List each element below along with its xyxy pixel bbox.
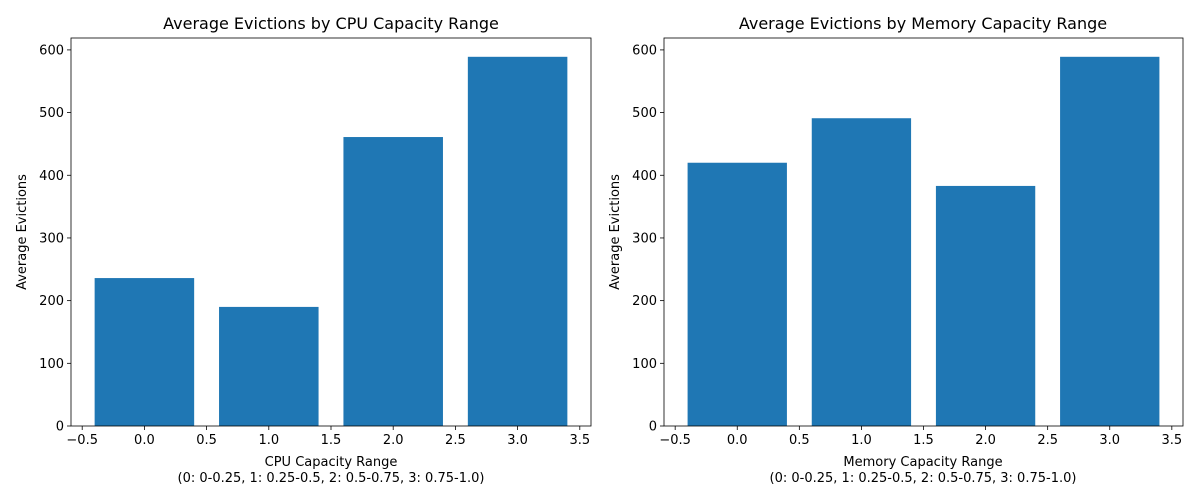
x-tick-label: 3.0 (507, 433, 528, 448)
chart-title: Average Evictions by CPU Capacity Range (163, 14, 499, 33)
x-tick-label: −0.5 (66, 433, 98, 448)
x-tick-label: 1.5 (321, 433, 342, 448)
y-tick-label: 600 (39, 43, 64, 58)
x-tick-label: 0.5 (196, 433, 217, 448)
bar-group (687, 56, 1160, 426)
axes: −0.5 0.0 0.5 1.0 1.5 2.0 2.5 3.0 3.5 0 100 200 300 40… (632, 37, 1184, 448)
bar (94, 278, 195, 426)
y-tick-label: 300 (632, 231, 657, 246)
x-axis-label: CPU Capacity Range (265, 455, 398, 470)
bar (1060, 56, 1160, 426)
y-tick-label: 500 (39, 106, 64, 121)
x-tick-label: 3.5 (1161, 433, 1182, 448)
chart-title: Average Evictions by Memory Capacity Ran… (739, 14, 1107, 33)
y-tick-label: 100 (632, 357, 657, 372)
y-tick-label: 0 (56, 420, 64, 435)
bar (219, 306, 319, 426)
x-tick-label: 2.5 (1037, 433, 1058, 448)
cpu-chart-panel: Average Evictions by CPU Capacity Range … (15, 14, 592, 486)
memory-chart-panel: Average Evictions by Memory Capacity Ran… (608, 14, 1184, 486)
bar (467, 56, 568, 426)
bar (343, 137, 443, 426)
y-tick-label: 0 (649, 420, 657, 435)
bar (811, 118, 912, 426)
axes: −0.5 0.0 0.5 1.0 1.5 2.0 2.5 3.0 3.5 0 100 200 300 40… (39, 37, 592, 448)
y-tick-label: 100 (39, 357, 64, 372)
x-tick-label: 1.0 (258, 433, 279, 448)
y-axis-label: Average Evictions (608, 174, 623, 290)
x-tick-label: 3.5 (569, 433, 590, 448)
y-tick-label: 400 (39, 169, 64, 184)
y-tick-label: 200 (39, 294, 64, 309)
y-axis-label: Average Evictions (15, 174, 30, 290)
bar (935, 185, 1036, 426)
x-axis-label: Memory Capacity Range (843, 455, 1002, 470)
x-axis-label-detail: (0: 0-0.25, 1: 0.25-0.5, 2: 0.5-0.75, 3:… (178, 471, 485, 486)
x-tick-label: 0.0 (727, 433, 748, 448)
y-tick-label: 300 (39, 231, 64, 246)
x-tick-label: 2.0 (383, 433, 404, 448)
x-axis-label-detail: (0: 0-0.25, 1: 0.25-0.5, 2: 0.5-0.75, 3:… (770, 471, 1077, 486)
y-tick-label: 200 (632, 294, 657, 309)
bar (687, 162, 787, 426)
x-tick-label: 0.0 (134, 433, 155, 448)
bar-group (94, 56, 568, 426)
y-tick-label: 400 (632, 169, 657, 184)
x-tick-label: 3.0 (1099, 433, 1120, 448)
y-tick-label: 600 (632, 43, 657, 58)
x-tick-label: 1.0 (851, 433, 872, 448)
x-tick-label: −0.5 (659, 433, 691, 448)
x-tick-label: 0.5 (789, 433, 810, 448)
y-tick-label: 500 (632, 106, 657, 121)
x-tick-label: 2.5 (445, 433, 466, 448)
x-tick-label: 2.0 (975, 433, 996, 448)
x-tick-label: 1.5 (913, 433, 934, 448)
